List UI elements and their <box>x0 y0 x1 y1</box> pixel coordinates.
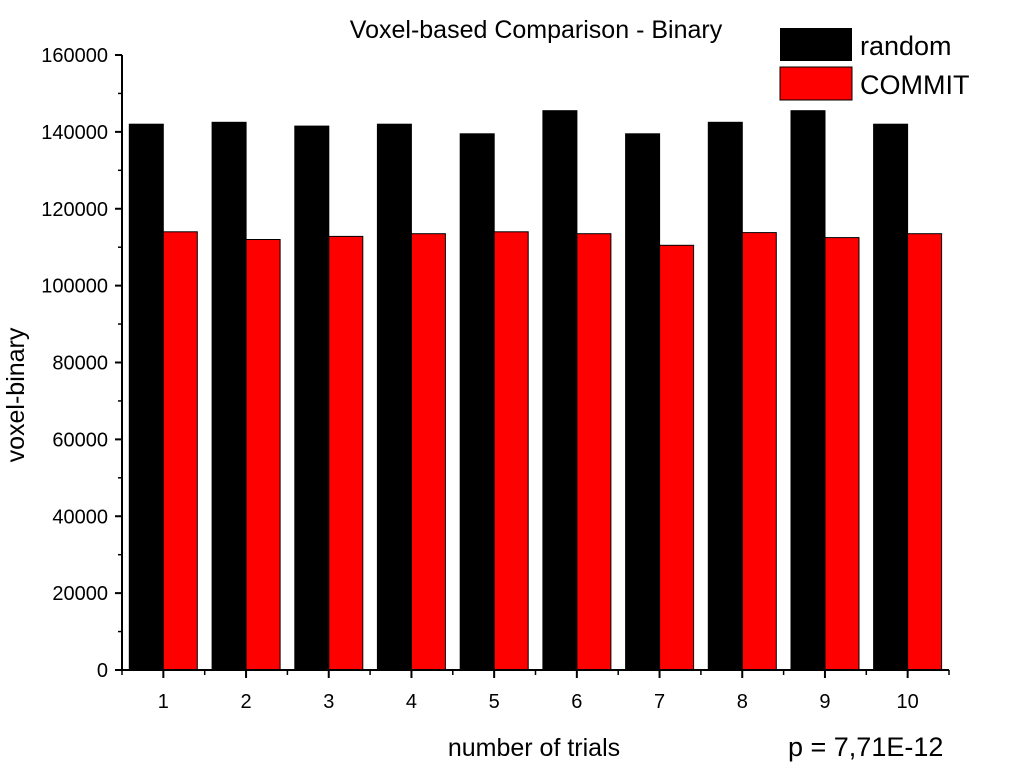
bar-random-8 <box>707 121 743 671</box>
bar-random-3 <box>294 125 330 671</box>
bar-random-4 <box>376 123 412 671</box>
y-axis-title: voxel-binary <box>2 327 30 462</box>
bar-commit-3 <box>328 235 364 671</box>
x-tick-label: 4 <box>406 691 417 713</box>
x-axis-ticks: 1 2 3 4 5 6 7 8 9 10 <box>121 670 950 713</box>
bar-commit-2 <box>245 239 281 671</box>
y-tick-label: 120000 <box>41 199 108 221</box>
x-tick-label: 5 <box>489 691 500 713</box>
plot-area: 0 20000 40000 60000 80000 100000 120000 140000 1… <box>41 45 950 713</box>
bar-commit-1 <box>162 231 198 671</box>
legend-swatch-random <box>780 28 852 61</box>
y-tick-label: 140000 <box>41 122 108 144</box>
bar-commit-5 <box>493 231 529 671</box>
bar-commit-4 <box>410 233 446 671</box>
bar-random-5 <box>459 133 495 671</box>
bar-commit-9 <box>824 237 860 671</box>
bar-commit-10 <box>907 233 943 671</box>
legend-label-random: random <box>860 31 952 61</box>
chart-title: Voxel-based Comparison - Binary <box>350 16 723 44</box>
y-tick-label: 40000 <box>52 506 108 528</box>
bar-commit-8 <box>741 232 777 671</box>
y-tick-label: 20000 <box>52 583 108 605</box>
legend-swatch-commit <box>779 66 853 101</box>
x-tick-label: 2 <box>240 691 251 713</box>
x-tick-label: 6 <box>571 691 582 713</box>
bar-random-9 <box>790 110 826 671</box>
x-tick-label: 3 <box>323 691 334 713</box>
x-tick-label: 7 <box>654 691 665 713</box>
bar-group <box>128 110 943 671</box>
bar-random-1 <box>128 123 164 671</box>
x-tick-label: 8 <box>737 691 748 713</box>
y-tick-label: 160000 <box>41 45 108 67</box>
y-tick-label: 80000 <box>52 353 108 375</box>
x-tick-label: 9 <box>819 691 830 713</box>
bar-random-2 <box>211 121 247 671</box>
x-tick-label: 1 <box>158 691 169 713</box>
bar-commit-7 <box>659 244 695 671</box>
legend: random COMMIT <box>779 28 969 101</box>
x-tick-label: 10 <box>897 691 919 713</box>
y-tick-label: 60000 <box>52 429 108 451</box>
y-tick-label: 0 <box>97 660 108 682</box>
p-value-annotation: p = 7,71E-12 <box>788 732 943 762</box>
y-tick-label: 100000 <box>41 276 108 298</box>
bar-commit-6 <box>576 233 612 671</box>
bar-random-10 <box>873 123 909 671</box>
bar-random-7 <box>625 133 661 671</box>
x-axis-title: number of trials <box>448 734 620 762</box>
bar-random-6 <box>542 110 578 671</box>
legend-label-commit: COMMIT <box>860 70 969 100</box>
y-axis-ticks: 0 20000 40000 60000 80000 100000 120000 140000 1… <box>41 45 122 682</box>
